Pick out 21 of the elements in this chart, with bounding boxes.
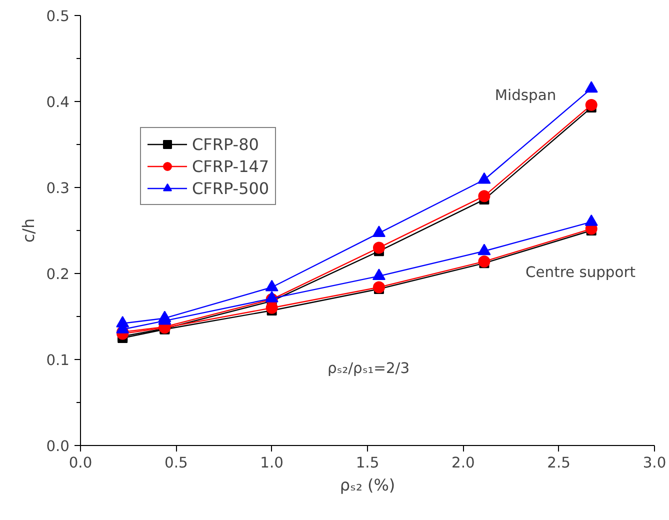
y-tick-label: 0.2	[46, 266, 70, 283]
legend-label: CFRP-147	[192, 156, 270, 176]
x-tick-label: 0.5	[164, 454, 188, 472]
y-axis-title: c/h	[19, 218, 38, 243]
x-tick-label: 3.0	[642, 454, 666, 472]
x-tick-label: 2.0	[452, 454, 475, 472]
x-tick-label: 2.5	[547, 454, 570, 472]
y-tick-label: 0.0	[46, 438, 70, 455]
x-tick-label: 0.0	[68, 454, 92, 472]
y-tick-label: 0.3	[46, 180, 70, 197]
annotation: ρₛ₂/ρₛ₁=2/3	[327, 360, 410, 377]
x-axis-title: ρₛ₂ (%)	[340, 476, 396, 494]
annotation: Midspan	[494, 87, 556, 104]
annotation: Centre support	[526, 264, 636, 281]
x-tick-label: 1.0	[260, 454, 284, 472]
legend-label: CFRP-80	[192, 134, 259, 154]
y-tick-label: 0.5	[46, 8, 70, 25]
y-tick-label: 0.1	[46, 352, 70, 369]
x-tick-label: 1.5	[356, 454, 380, 472]
legend-label: CFRP-500	[192, 178, 270, 198]
y-tick-label: 0.4	[46, 94, 70, 111]
